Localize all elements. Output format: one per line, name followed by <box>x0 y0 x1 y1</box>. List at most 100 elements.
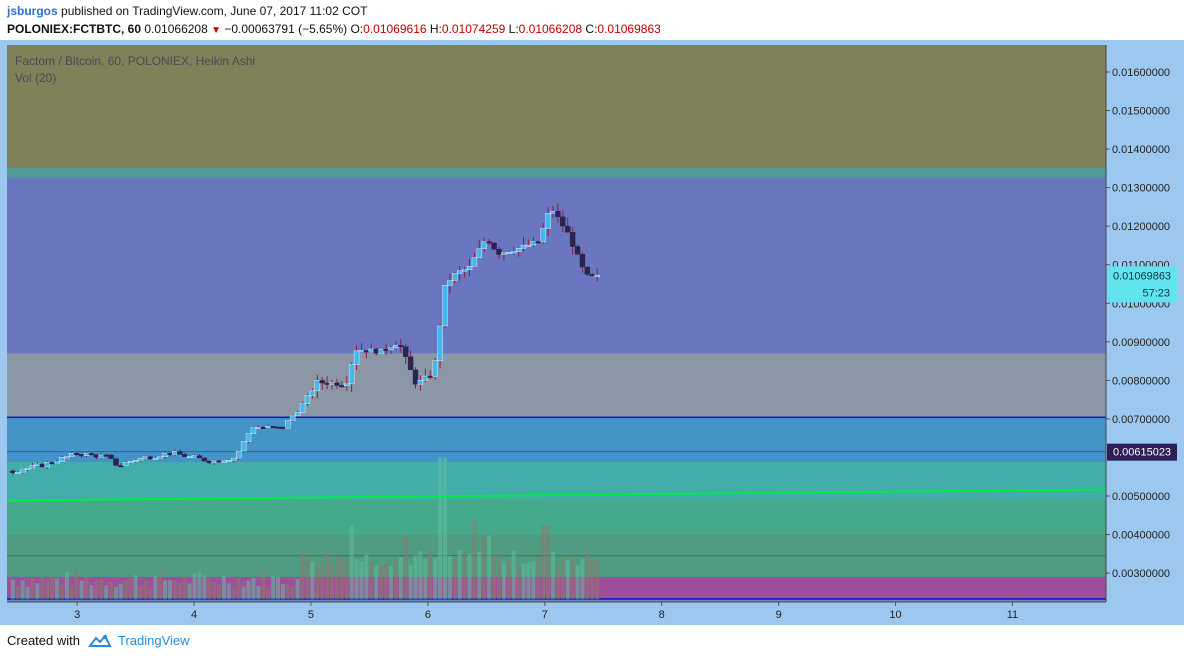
candle-body <box>15 471 21 474</box>
candle-body <box>19 469 26 473</box>
volume-bar <box>492 555 497 600</box>
candle-body <box>93 454 100 458</box>
candle-body <box>54 461 60 464</box>
candle-body <box>309 390 316 396</box>
volume-bar <box>172 580 177 600</box>
candle-body <box>39 463 46 468</box>
candle-body <box>98 454 104 458</box>
volume-bar <box>153 576 158 600</box>
candle-body <box>29 465 36 469</box>
volume-bar <box>330 563 335 600</box>
candle-body <box>584 266 591 275</box>
candle-body <box>520 244 527 249</box>
volume-bar <box>45 579 50 600</box>
candle-body <box>73 453 80 455</box>
volume-bar <box>506 561 511 600</box>
volume-bar <box>246 580 251 600</box>
volume-bar <box>192 573 197 600</box>
candle-body <box>456 270 463 274</box>
footer: Created with TradingView <box>7 633 190 648</box>
candle-body <box>147 456 154 460</box>
high-value: 0.01074259 <box>441 22 506 36</box>
volume-bar <box>20 580 25 600</box>
x-tick-label: 4 <box>191 609 197 621</box>
last-price: 0.01066208 <box>144 22 208 36</box>
candle-body <box>142 456 149 459</box>
candle-body <box>476 248 483 259</box>
volume-bar <box>393 559 398 600</box>
candle-body <box>579 254 586 268</box>
y-tick-label: 0.00500000 <box>1112 491 1170 503</box>
price-badge: 0.01069863 57:23 <box>1107 266 1177 303</box>
candle-body <box>236 450 242 459</box>
volume-bar <box>138 585 143 600</box>
volume-bar <box>388 566 393 600</box>
volume-bar <box>374 565 379 600</box>
candle-body <box>388 347 394 351</box>
candle-body <box>442 285 448 327</box>
candle-body <box>152 457 158 460</box>
candle-body <box>383 348 389 351</box>
volume-bar <box>300 552 305 600</box>
chart-area[interactable]: 0.01600000 0.01500000 0.01400000 0.01300000… <box>0 40 1184 625</box>
y-tick-label: 0.01500000 <box>1112 106 1170 118</box>
volume-bar <box>501 563 506 600</box>
candle-body <box>191 455 198 458</box>
candle-body <box>432 360 438 377</box>
candle-body <box>447 280 453 286</box>
candle-body <box>294 412 301 417</box>
x-tick-label: 7 <box>542 609 548 621</box>
candle-body <box>461 269 468 272</box>
candle-body <box>44 462 50 468</box>
volume-bar <box>379 565 384 600</box>
volume-bar <box>10 579 15 600</box>
y-tick-label: 0.01400000 <box>1112 144 1170 156</box>
candle-body <box>186 455 193 458</box>
volume-bar <box>123 579 128 600</box>
volume-bar <box>40 576 45 600</box>
volume-bar <box>148 587 153 600</box>
x-tick-label: 5 <box>308 609 314 621</box>
candlestick-chart[interactable]: 0.01600000 0.01500000 0.01400000 0.01300000… <box>0 40 1184 625</box>
volume-bar <box>595 560 600 600</box>
candle-body <box>285 420 291 429</box>
volume-bar <box>364 554 369 600</box>
candle-body <box>103 454 109 457</box>
y-tick-label: 0.01300000 <box>1112 183 1170 195</box>
x-tick-label: 11 <box>1007 609 1018 621</box>
volume-bar <box>320 562 325 600</box>
volume-bar <box>369 562 374 600</box>
candle-body <box>127 461 134 464</box>
y-tick-label: 0.01200000 <box>1112 221 1170 233</box>
volume-bar <box>472 521 477 600</box>
volume-bar <box>158 571 163 600</box>
tradingview-link[interactable]: TradingView <box>87 633 190 648</box>
tradingview-brand: TradingView <box>117 633 190 648</box>
volume-bar <box>384 563 389 600</box>
candle-body <box>245 433 252 442</box>
candle-body <box>132 460 139 462</box>
volume-bar <box>344 558 349 600</box>
legend-volume: Vol (20) <box>15 71 56 85</box>
author-link[interactable]: jsburgos <box>7 4 58 18</box>
volume-bar <box>452 559 457 600</box>
candle-body <box>231 457 237 461</box>
tradingview-logo-icon <box>87 633 112 647</box>
price-badge-value: 0.01069863 <box>1113 270 1171 282</box>
volume-bar <box>315 565 320 600</box>
candle-body <box>304 395 311 404</box>
volume-bar <box>221 576 226 600</box>
candle-body <box>486 241 492 244</box>
volume-bar <box>546 525 551 600</box>
volume-bar <box>438 457 443 600</box>
open-value: 0.01069616 <box>363 22 427 36</box>
candle-body <box>348 364 355 385</box>
volume-bar <box>261 572 266 600</box>
zone-band <box>7 417 1106 463</box>
volume-bar <box>457 550 462 600</box>
price-change: −0.00063791 (−5.65%) <box>224 22 348 36</box>
zone-band <box>7 353 1106 418</box>
candle-body <box>589 274 595 277</box>
candle-body <box>24 467 31 470</box>
candle-body <box>496 248 502 255</box>
